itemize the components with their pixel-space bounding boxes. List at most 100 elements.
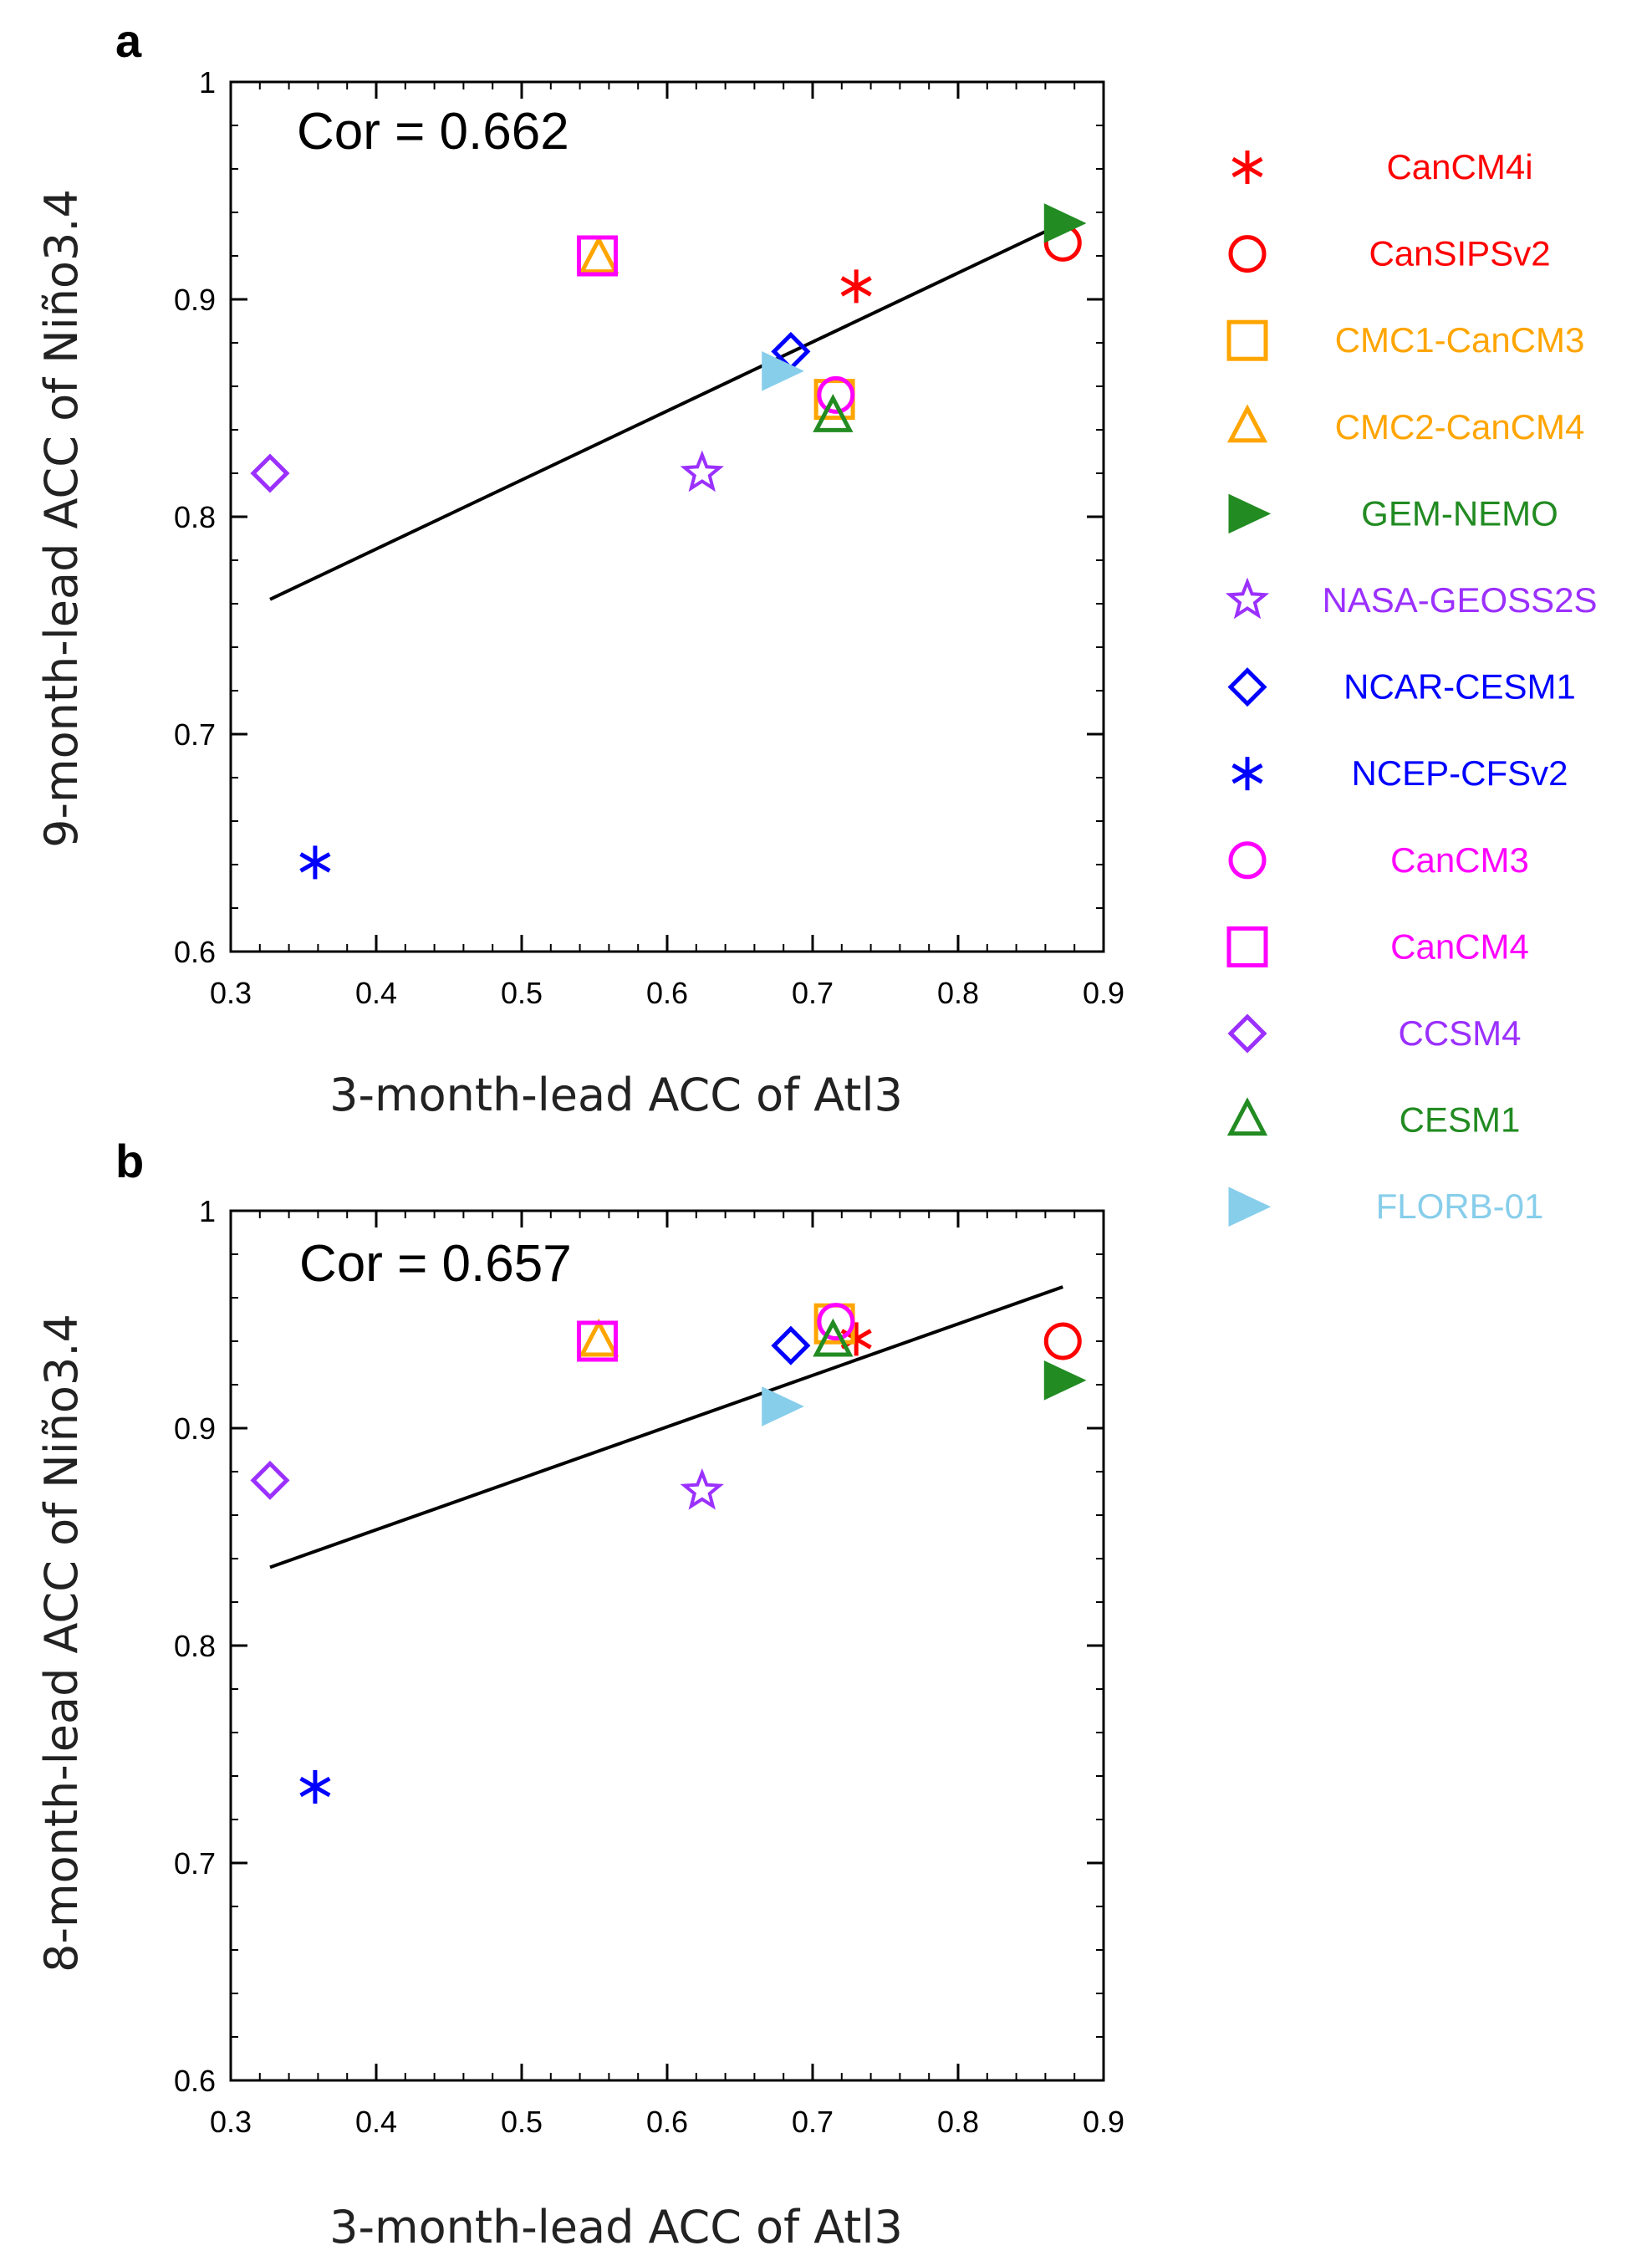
panel-b-x-tick-label: 0.5 xyxy=(501,2105,543,2139)
legend-marker-cansipsv2 xyxy=(1228,235,1267,273)
legend-item-florb-01: FLORB-01 xyxy=(1228,1187,1544,1227)
panel-b-y-tick-label: 0.6 xyxy=(174,2064,216,2098)
legend-label-cmc1-cancm3: CMC1-CanCM3 xyxy=(1335,320,1585,360)
legend-marker-ncar-cesm1 xyxy=(1227,667,1267,707)
panel-a-point-ncep-cfsv2 xyxy=(299,845,331,880)
legend-marker-nasa-geoss2s xyxy=(1225,577,1270,620)
panel-b-point-florb-01 xyxy=(762,1386,804,1427)
legend-item-cancm4: CanCM4 xyxy=(1226,926,1529,967)
panel-b-x-tick-label: 0.4 xyxy=(355,2105,397,2139)
panel-b-point-cesm1 xyxy=(813,1318,854,1357)
legend-item-nasa-geoss2s: NASA-GEOSS2S xyxy=(1225,577,1598,620)
panel-a-point-florb-01 xyxy=(762,351,804,391)
legend-item-cmc1-cancm3: CMC1-CanCM3 xyxy=(1226,319,1585,361)
panel-a-y-tick-label: 0.8 xyxy=(174,500,216,534)
legend-marker-cmc1-cancm3 xyxy=(1226,319,1268,361)
panel-b-point-gem-nemo xyxy=(1043,1360,1087,1401)
panel-a-x-tick-label: 0.3 xyxy=(210,976,252,1010)
panel-a-x-tick-label: 0.5 xyxy=(501,976,543,1010)
panel-a-point-cmc2-cancm4 xyxy=(579,235,620,274)
panel-a-point-ccsm4 xyxy=(250,453,290,493)
legend-label-gem-nemo: GEM-NEMO xyxy=(1361,493,1558,533)
panel-a-point-cancm4i xyxy=(840,269,872,304)
panel-a-regression-line xyxy=(269,222,1064,601)
panel-b-letter: b xyxy=(115,1135,144,1187)
panel-b-point-cancm4 xyxy=(576,1320,618,1362)
panel-b-point-nasa-geoss2s xyxy=(680,1467,724,1510)
panel-b-x-axis-title: 3-month-lead ACC of Atl3 xyxy=(329,2201,903,2253)
panel-b-x-tick-label: 0.3 xyxy=(210,2105,252,2139)
legend-item-cansipsv2: CanSIPSv2 xyxy=(1228,234,1551,273)
legend-label-cancm4: CanCM4 xyxy=(1390,926,1529,966)
panel-b-y-minor-ticks xyxy=(231,1210,1104,2081)
legend-item-cancm4i: CanCM4i xyxy=(1231,147,1533,186)
legend-marker-ncep-cfsv2 xyxy=(1231,757,1263,791)
panel-b-x-minor-ticks xyxy=(230,1211,1104,2080)
panel-a-x-tick-label: 0.8 xyxy=(937,976,979,1010)
legend-marker-florb-01 xyxy=(1228,1187,1272,1227)
panel-a-point-cancm3 xyxy=(817,375,855,414)
panel-b-point-cansipsv2 xyxy=(1043,1322,1082,1360)
panel-a-y-axis-title: 9-month-lead ACC of Niño3.4 xyxy=(35,189,88,848)
legend-label-cmc2-cancm4: CMC2-CanCM4 xyxy=(1335,407,1585,447)
panel-b: b 0.3 0.4 0.5 0.6 0.7 0.8 0.9 0.6 0.7 0.8 0.9 1 Cor… xyxy=(35,1135,1124,2253)
panel-a-point-cesm1 xyxy=(813,394,854,432)
legend-marker-cesm1 xyxy=(1226,1097,1268,1136)
panel-a-x-axis-title: 3-month-lead ACC of Atl3 xyxy=(329,1069,903,1121)
panel-a-x-tick-label: 0.7 xyxy=(792,976,834,1010)
legend-label-ncep-cfsv2: NCEP-CFSv2 xyxy=(1351,753,1568,793)
panel-a-y-minor-ticks xyxy=(231,81,1104,952)
panel-a-x-minor-ticks xyxy=(230,82,1104,952)
panel-b-point-ccsm4 xyxy=(250,1460,290,1500)
panel-b-point-ncar-cesm1 xyxy=(771,1325,811,1365)
legend: CanCM4i CanSIPSv2 CMC1-CanCM3 CMC2-CanCM4 GE… xyxy=(1225,147,1598,1227)
legend-label-cansipsv2: CanSIPSv2 xyxy=(1369,234,1550,273)
legend-item-ncep-cfsv2: NCEP-CFSv2 xyxy=(1231,753,1568,793)
legend-item-cesm1: CESM1 xyxy=(1226,1097,1521,1140)
panel-a-x-tick-label: 0.6 xyxy=(646,976,688,1010)
panel-b-y-tick-label: 0.8 xyxy=(174,1629,216,1663)
legend-item-gem-nemo: GEM-NEMO xyxy=(1228,493,1558,534)
legend-label-florb-01: FLORB-01 xyxy=(1376,1187,1544,1226)
panel-a-y-tick-label: 1 xyxy=(199,65,216,100)
panel-b-y-axis-title: 8-month-lead ACC of Niño3.4 xyxy=(35,1314,88,1973)
legend-item-cmc2-cancm4: CMC2-CanCM4 xyxy=(1226,404,1585,447)
panel-b-x-tick-label: 0.7 xyxy=(792,2105,834,2139)
panel-b-y-tick-label: 1 xyxy=(199,1194,216,1228)
legend-marker-cancm3 xyxy=(1228,841,1267,880)
legend-label-cancm4i: CanCM4i xyxy=(1386,147,1532,186)
panel-b-point-cmc2-cancm4 xyxy=(579,1318,620,1357)
panel-b-y-tick-label: 0.7 xyxy=(174,1846,216,1881)
panel-a: a 0.3 0.4 0.5 0.6 0.7 0.8 0.9 0.6 0.7 0.8 0.9 1 Cor… xyxy=(35,14,1124,1121)
panel-a-letter: a xyxy=(115,14,142,67)
panel-b-cor-annotation: Cor = 0.657 xyxy=(299,1235,572,1293)
legend-label-ncar-cesm1: NCAR-CESM1 xyxy=(1344,667,1576,707)
panel-a-point-nasa-geoss2s xyxy=(680,450,724,493)
panel-a-y-tick-label: 0.9 xyxy=(174,283,216,317)
panel-b-x-tick-label: 0.6 xyxy=(646,2105,688,2139)
panel-b-x-tick-label: 0.9 xyxy=(1083,2105,1124,2139)
legend-marker-ccsm4 xyxy=(1227,1013,1267,1054)
legend-item-ncar-cesm1: NCAR-CESM1 xyxy=(1227,667,1576,707)
legend-marker-cmc2-cancm4 xyxy=(1226,404,1268,443)
legend-label-nasa-geoss2s: NASA-GEOSS2S xyxy=(1322,580,1597,620)
legend-label-ccsm4: CCSM4 xyxy=(1398,1013,1521,1053)
legend-marker-cancm4i xyxy=(1231,151,1263,184)
panel-a-point-gem-nemo xyxy=(1043,203,1087,243)
panel-b-regression-line xyxy=(269,1285,1063,1569)
panel-b-y-tick-label: 0.9 xyxy=(174,1411,216,1446)
legend-label-cancm3: CanCM3 xyxy=(1390,840,1529,880)
panel-a-x-tick-label: 0.9 xyxy=(1083,976,1124,1010)
panel-b-point-cancm3 xyxy=(817,1303,855,1341)
panel-a-x-tick-label: 0.4 xyxy=(355,976,397,1010)
panel-a-y-tick-label: 0.6 xyxy=(174,935,216,969)
panel-a-y-tick-label: 0.7 xyxy=(174,717,216,752)
legend-marker-gem-nemo xyxy=(1228,493,1272,534)
legend-label-cesm1: CESM1 xyxy=(1400,1100,1521,1140)
panel-a-point-cancm4 xyxy=(576,235,618,277)
panel-b-point-ncep-cfsv2 xyxy=(299,1770,331,1804)
panel-a-plot-frame xyxy=(229,80,1105,953)
legend-marker-cancm4 xyxy=(1226,926,1268,967)
legend-item-cancm3: CanCM3 xyxy=(1228,840,1529,880)
